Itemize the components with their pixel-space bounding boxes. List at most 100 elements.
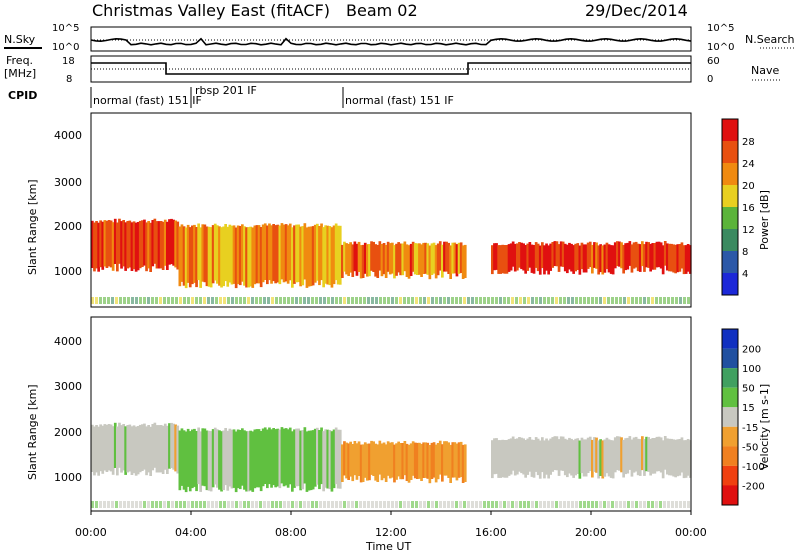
heatmap-cell (541, 437, 544, 473)
ground-scatter-cell (659, 297, 662, 304)
velocity-colorbar-swatch (722, 368, 738, 388)
ground-scatter-cell (603, 501, 606, 508)
heatmap-cell (557, 244, 561, 272)
heatmap-cell (566, 439, 569, 478)
ground-scatter-cell (231, 501, 234, 508)
heatmap-cell (134, 222, 138, 272)
heatmap-cell (603, 439, 607, 477)
ground-scatter-cell (519, 501, 522, 508)
heatmap-cell (153, 422, 157, 468)
ground-scatter-cell (131, 297, 134, 304)
heatmap-cell (407, 444, 411, 483)
heatmap-cell (370, 241, 373, 271)
heatmap-cell (351, 444, 355, 482)
heatmap-cell (363, 242, 367, 274)
heatmap-cell (355, 443, 359, 480)
ground-scatter-cell (91, 501, 94, 508)
heatmap-cell (668, 438, 671, 476)
heatmap-cell (524, 440, 527, 478)
heatmap-cell (449, 245, 452, 279)
heatmap-cell (97, 426, 100, 476)
velocity-colorbar-swatch (722, 485, 738, 505)
heatmap-cell (372, 441, 375, 476)
heatmap-cell (249, 430, 252, 491)
x-tick-label: 04:00 (175, 526, 207, 539)
ground-scatter-cell (219, 297, 222, 304)
ground-scatter-cell (383, 501, 386, 508)
ground-scatter-cell (463, 297, 466, 304)
heatmap-cell (124, 222, 127, 271)
ground-scatter-cell (519, 297, 522, 304)
ground-scatter-cell (639, 297, 642, 304)
ground-scatter-cell (371, 501, 374, 508)
heatmap-cell (653, 438, 657, 474)
heatmap-cell (628, 241, 632, 266)
heatmap-cell (132, 425, 136, 474)
heatmap-cell (461, 444, 465, 483)
heatmap-cell (516, 243, 519, 271)
heatmap-cell (274, 429, 277, 488)
heatmap-cell (195, 431, 198, 492)
ground-scatter-cell (503, 297, 506, 304)
heatmap-cell (141, 424, 144, 471)
heatmap-cell (418, 243, 421, 275)
heatmap-cell (186, 428, 190, 487)
heatmap-cell (376, 444, 380, 482)
ground-scatter-cell (119, 297, 122, 304)
heatmap-cell (445, 441, 448, 476)
ground-scatter-cell (175, 501, 178, 508)
heatmap-cell (307, 226, 311, 287)
ground-scatter-cell (291, 501, 294, 508)
heatmap-cell (116, 222, 119, 272)
heatmap-cell (399, 443, 402, 480)
heatmap-cell (555, 241, 559, 267)
cpid-segment-1: normal (fast) 151 IF (93, 94, 202, 107)
ground-scatter-cell (459, 297, 462, 304)
heatmap-cell (307, 430, 311, 491)
heatmap-cell (495, 438, 498, 474)
heatmap-cell (118, 218, 121, 264)
heatmap-cell (284, 428, 288, 486)
power-colorbar-swatch (722, 273, 738, 295)
ground-scatter-cell (415, 501, 418, 508)
ground-scatter-cell (143, 297, 146, 304)
heatmap-cell (501, 439, 505, 478)
ground-scatter-cell (443, 501, 446, 508)
heatmap-cell (553, 436, 557, 470)
heatmap-cell (345, 243, 348, 275)
heatmap-cell (163, 423, 167, 470)
heatmap-cell (245, 431, 248, 492)
ground-scatter-cell (327, 297, 330, 304)
nsearch-label: N.Search (745, 33, 795, 46)
heatmap-cell (238, 430, 242, 490)
heatmap-cell (357, 241, 361, 272)
velocity-colorbar-tick: -200 (742, 481, 765, 492)
heatmap-cell (374, 443, 377, 481)
ground-scatter-cell (207, 501, 210, 508)
heatmap-cell (247, 431, 250, 492)
heatmap-cell (201, 428, 205, 486)
heatmap-cell (534, 242, 538, 268)
heatmap-cell (430, 442, 434, 479)
heatmap-cell (297, 224, 300, 283)
ground-scatter-cell (627, 297, 630, 304)
ground-scatter-cell (391, 297, 394, 304)
heatmap-cell (172, 219, 175, 266)
heatmap-cell (205, 226, 209, 287)
heatmap-cell (407, 245, 411, 279)
heatmap-cell (591, 439, 594, 478)
heatmap-cell (434, 444, 438, 483)
heatmap-cell (161, 425, 165, 474)
ground-scatter-cell (467, 297, 470, 304)
ground-scatter-cell (495, 297, 498, 304)
heatmap-cell (297, 428, 300, 487)
power-colorbar-tick: 8 (742, 247, 748, 258)
ground-scatter-cell (139, 501, 142, 508)
ground-scatter-cell (503, 501, 506, 508)
heatmap-cell (584, 439, 588, 477)
ground-scatter-cell (371, 297, 374, 304)
heatmap-cell (268, 223, 271, 281)
heatmap-cell (666, 438, 669, 475)
heatmap-cell (411, 241, 415, 272)
heatmap-cell (551, 242, 555, 268)
